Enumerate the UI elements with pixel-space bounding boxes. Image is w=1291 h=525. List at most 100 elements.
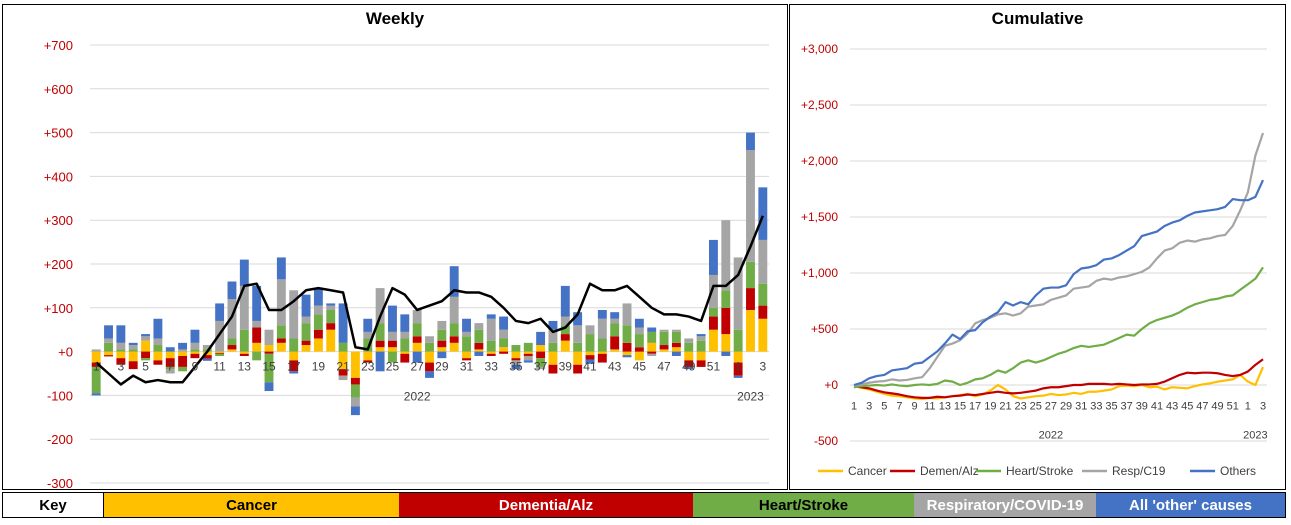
cumulative-line-dementia [853,358,1264,399]
weekly-bar-resp [511,360,521,365]
weekly-bar-heart [227,338,237,346]
weekly-xtick-label: 21 [336,360,350,374]
cumulative-xtick-label: 49 [1211,401,1223,413]
weekly-xtick-label: 47 [657,360,671,374]
weekly-bar-dementia [733,362,743,376]
weekly-bar-cancer [425,351,434,363]
weekly-bar-resp [264,329,274,346]
weekly-bar-cancer [239,351,249,354]
weekly-bar-cancer [153,351,163,361]
weekly-bar-others [165,347,175,352]
weekly-bar-dementia [190,353,200,359]
weekly-bar-dementia [499,351,509,354]
weekly-bar-others [227,281,237,300]
weekly-bar-heart [548,342,558,352]
weekly-ytick-label: +0 [58,345,73,360]
weekly-bar-cancer [548,351,558,365]
cumulative-chart-title: Cumulative [991,9,1084,28]
weekly-bar-others [536,331,546,346]
weekly-bar-cancer [486,351,496,354]
weekly-bar-resp [104,338,113,343]
weekly-bar-resp [585,325,595,335]
cumulative-legend-label-cancer: Cancer [848,464,887,478]
weekly-bar-dementia [709,316,718,330]
weekly-bar-others [449,266,459,297]
weekly-bar-dementia [647,351,657,354]
weekly-bar-heart [165,366,175,370]
cumulative-xtick-label: 1 [1245,401,1251,413]
weekly-bar-resp [215,320,225,352]
weekly-bar-heart [412,323,422,337]
weekly-bar-resp [684,338,694,343]
weekly-bar-dementia [350,377,360,385]
weekly-bar-cancer [449,342,459,352]
weekly-bar-heart [425,342,434,352]
weekly-bar-others [647,327,657,332]
weekly-bar-resp [560,316,570,326]
weekly-bar-cancer [350,351,360,378]
cumulative-xtick-label: 17 [969,401,981,413]
cumulative-line-heart [853,266,1264,389]
weekly-bar-others [610,312,620,319]
weekly-bar-heart [313,314,323,330]
weekly-bar-dementia [758,305,768,319]
weekly-average-line [95,215,764,386]
weekly-bar-resp [659,329,669,332]
weekly-bar-heart [276,325,286,339]
weekly-bar-cancer [91,351,101,363]
weekly-bar-resp [202,345,212,350]
weekly-bar-cancer [400,351,410,354]
weekly-bar-dementia [388,340,397,348]
weekly-bar-dementia [536,351,546,359]
weekly-bar-heart [746,261,755,289]
weekly-bar-heart [252,351,262,361]
weekly-bar-cancer [511,351,521,359]
cumulative-ytick-label: +2,500 [801,98,838,112]
weekly-bar-others [202,358,212,361]
cumulative-legend-label-others: Others [1220,464,1256,478]
weekly-bar-resp [610,318,620,324]
weekly-bar-heart [153,345,163,352]
weekly-bar-heart [400,338,410,352]
weekly-bar-resp [536,366,546,370]
weekly-bar-resp [350,397,360,407]
cumulative-xtick-label: 27 [1045,401,1057,413]
cumulative-legend-label-resp: Resp/C19 [1112,464,1166,478]
weekly-bar-resp [363,331,373,339]
weekly-xtick-label: 49 [682,360,696,374]
weekly-bar-resp [190,342,200,350]
weekly-bar-dementia [746,288,755,310]
weekly-bar-cancer [215,351,225,353]
cumulative-xtick-label: 19 [984,401,996,413]
weekly-bar-others [338,303,348,343]
cumulative-legend-label-dementia: Demen/Alz [920,464,979,478]
weekly-bar-cancer [437,347,447,352]
weekly-bar-cancer [671,347,681,352]
cumulative-xtick-label: 3 [866,401,872,413]
weekly-bar-resp [437,320,447,330]
cumulative-ytick-label: +500 [811,322,838,336]
weekly-bar-others [474,351,484,356]
weekly-bar-dementia [153,360,163,365]
key-heart-stroke: Heart/Stroke [693,493,914,517]
weekly-bar-dementia [141,351,150,359]
cumulative-xtick-label: 31 [1075,401,1087,413]
weekly-bar-heart [338,342,348,352]
weekly-bar-heart [178,366,188,372]
weekly-bar-heart [363,338,373,352]
weekly-xtick-label: 51 [707,360,721,374]
weekly-bar-cancer [499,347,509,352]
weekly-bar-dementia [276,338,286,343]
weekly-bar-resp [499,329,509,339]
weekly-bar-dementia [116,358,126,365]
weekly-xtick-label: 9 [192,360,199,374]
weekly-bar-dementia [474,342,484,350]
weekly-bar-heart [437,329,447,341]
weekly-bar-dementia [573,364,583,374]
weekly-bar-dementia [264,351,274,354]
weekly-xtick-label: 45 [633,360,647,374]
weekly-bar-cancer [659,349,669,352]
weekly-bar-others [733,375,743,378]
weekly-xtick-label: 41 [583,360,597,374]
weekly-chart-title: Weekly [365,9,425,28]
